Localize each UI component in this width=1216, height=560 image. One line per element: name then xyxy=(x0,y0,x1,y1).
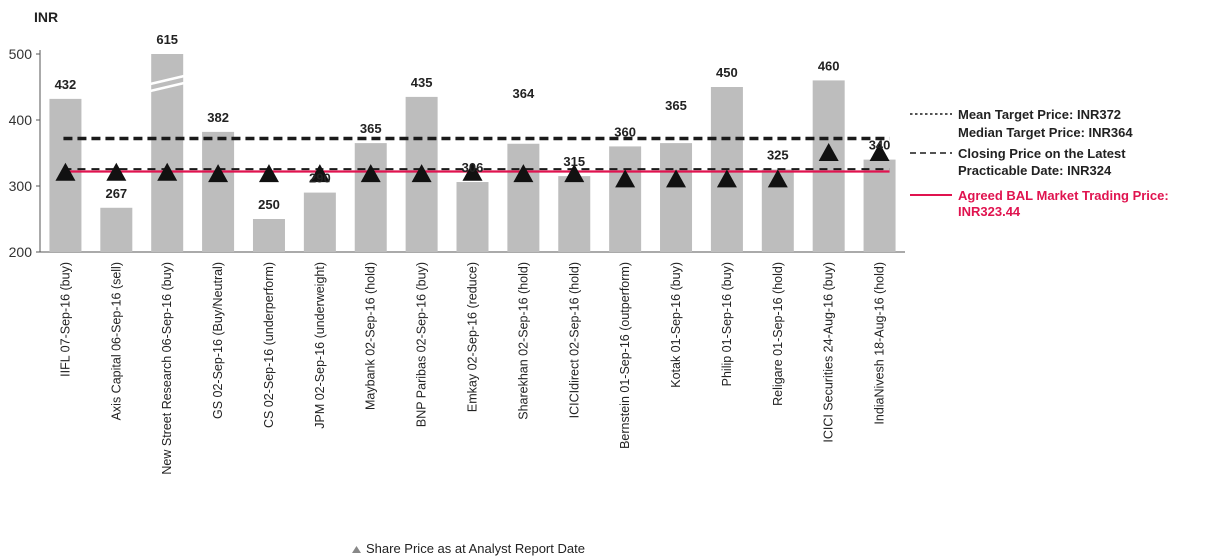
y-tick-label: 400 xyxy=(9,112,33,128)
legend-agreed-text-1: Agreed BAL Market Trading Price: xyxy=(958,188,1169,203)
value-label: 365 xyxy=(360,121,382,136)
y-axis: 200 300 400 500 xyxy=(9,46,905,260)
x-labels: IIFL 07-Sep-16 (buy) Axis Capital 06-Sep-… xyxy=(58,262,886,475)
y-tick-label: 200 xyxy=(9,244,33,260)
bar xyxy=(456,182,489,252)
value-label: 250 xyxy=(258,197,280,212)
value-label: 306 xyxy=(462,160,484,175)
x-category-label: IIFL 07-Sep-16 (buy) xyxy=(58,262,72,377)
share-price-marker xyxy=(767,169,788,188)
value-label: 450 xyxy=(716,65,738,80)
legend-median-text: Median Target Price: INR364 xyxy=(958,125,1133,140)
share-price-marker xyxy=(106,162,127,181)
x-category-label: Religare 01-Sep-16 (hold) xyxy=(771,262,785,406)
value-label: 432 xyxy=(55,77,77,92)
share-price-marker xyxy=(462,162,483,181)
x-category-label: Axis Capital 06-Sep-16 (sell) xyxy=(109,262,123,420)
bar xyxy=(507,143,540,252)
x-category-label: Philip 01-Sep-16 (buy) xyxy=(720,262,734,386)
bar xyxy=(812,80,845,253)
x-category-label: ICICIdirect 02-Sep-16 (hold) xyxy=(567,262,581,418)
share-price-marker xyxy=(818,143,839,161)
axis-break-mark xyxy=(149,74,185,86)
share-price-marker xyxy=(208,164,229,183)
y-unit-label: INR xyxy=(34,9,58,25)
share-price-marker xyxy=(513,164,534,183)
x-category-label: Maybank 02-Sep-16 (hold) xyxy=(364,262,378,410)
footnote-triangle-icon xyxy=(352,546,361,553)
x-category-label: BNP Paribas 02-Sep-16 (buy) xyxy=(415,262,429,427)
x-category-label: JPM 02-Sep-16 (underweight) xyxy=(313,262,327,429)
share-price-marker xyxy=(55,162,76,181)
footnote-text: Share Price as at Analyst Report Date xyxy=(366,541,585,556)
share-price-marker xyxy=(157,162,178,181)
x-category-label: Emkay 02-Sep-16 (reduce) xyxy=(466,262,480,412)
share-price-marker xyxy=(615,169,636,188)
value-labels: 432 267 615 382 250 290 365 435 306 364 315 360 365 4… xyxy=(55,32,891,212)
value-label: 615 xyxy=(156,32,178,47)
bar xyxy=(863,159,896,252)
legend-mean-text: Mean Target Price: INR372 xyxy=(958,107,1121,122)
share-price-marker xyxy=(258,164,279,183)
share-price-markers xyxy=(55,143,890,188)
x-category-label: Kotak 01-Sep-16 (buy) xyxy=(669,262,683,388)
value-label: 360 xyxy=(614,124,636,139)
footnote: Share Price as at Analyst Report Date xyxy=(352,541,585,556)
share-price-marker xyxy=(666,169,687,188)
value-label: 325 xyxy=(767,148,789,163)
value-label: 267 xyxy=(105,186,127,201)
value-label: 382 xyxy=(207,110,229,125)
bar xyxy=(609,146,642,252)
bar xyxy=(252,219,285,252)
y-tick-label: 300 xyxy=(9,178,33,194)
x-category-label: IndiaNivesh 18-Aug-16 (hold) xyxy=(873,262,887,425)
share-price-marker xyxy=(309,164,330,183)
value-label: 365 xyxy=(665,98,687,113)
legend-agreed-text-2: INR323.44 xyxy=(958,204,1021,219)
y-tick-label: 500 xyxy=(9,46,33,62)
share-price-marker xyxy=(360,164,381,183)
x-category-label: CS 02-Sep-16 (underperform) xyxy=(262,262,276,428)
value-label: 435 xyxy=(411,75,433,90)
bar xyxy=(303,192,336,252)
value-label: 290 xyxy=(309,171,331,186)
x-category-label: Sharekhan 02-Sep-16 (hold) xyxy=(516,262,530,420)
axis-break-mark xyxy=(149,81,185,93)
bar xyxy=(660,143,693,252)
value-label: 340 xyxy=(869,138,891,153)
x-category-label: Bernstein 01-Sep-16 (outperform) xyxy=(618,262,632,449)
legend-closing-text-2: Practicable Date: INR324 xyxy=(958,163,1112,178)
share-price-marker xyxy=(869,143,890,161)
bars xyxy=(49,54,896,253)
share-price-marker xyxy=(564,164,585,183)
share-price-marker xyxy=(411,164,432,183)
bar xyxy=(558,176,591,252)
value-label: 315 xyxy=(563,154,585,169)
value-label: 460 xyxy=(818,58,840,73)
bar xyxy=(202,131,235,252)
share-price-marker xyxy=(716,169,737,188)
legend-closing-text-1: Closing Price on the Latest xyxy=(958,146,1126,161)
x-category-label: GS 02-Sep-16 (Buy/Neutral) xyxy=(211,262,225,419)
legend: Mean Target Price: INR372 Median Target … xyxy=(910,107,1169,219)
x-category-label: New Street Research 06-Sep-16 (buy) xyxy=(160,262,174,475)
bar xyxy=(100,207,133,252)
value-label: 364 xyxy=(513,86,535,101)
bar xyxy=(354,143,387,252)
x-category-label: ICICI Securities 24-Aug-16 (buy) xyxy=(822,262,836,443)
